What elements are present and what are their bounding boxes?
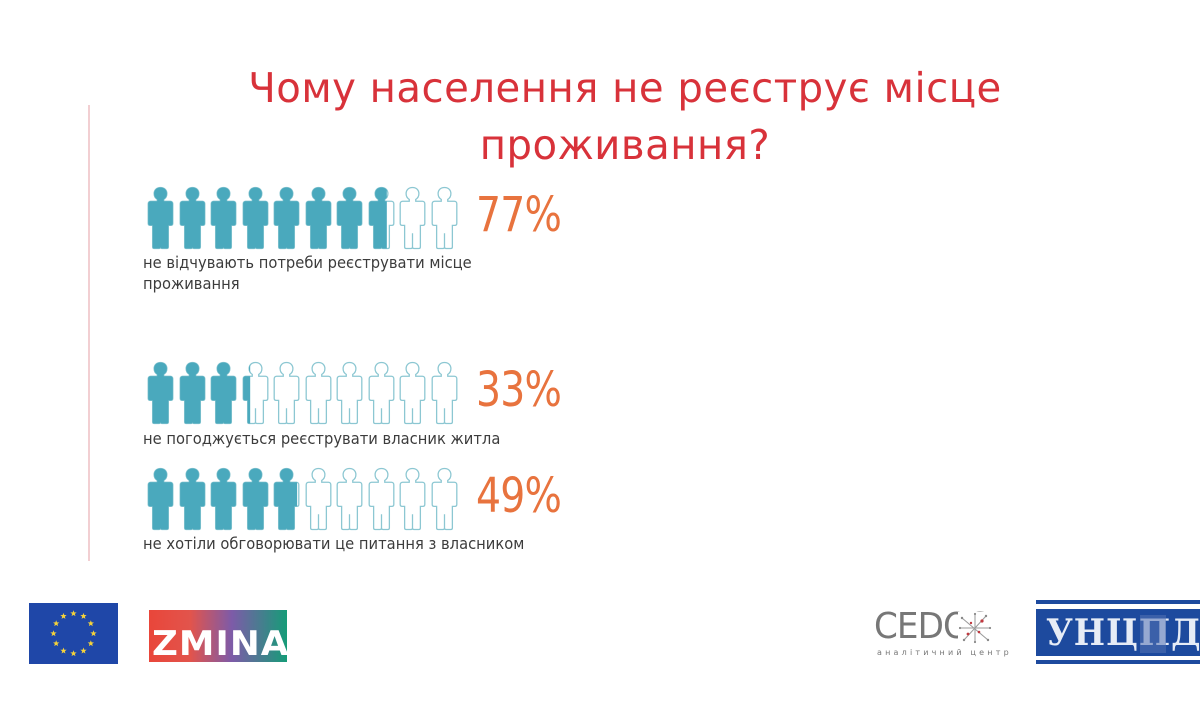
uncd-stripe-bottom: [1036, 660, 1200, 664]
title-line-2: проживання?: [479, 121, 771, 169]
uncd-emblem-icon: [1140, 615, 1166, 653]
uncd-box: УНЦПД: [1036, 609, 1200, 656]
person-icon: [368, 361, 395, 425]
pictograph-row: [147, 361, 477, 425]
person-icon: [179, 467, 206, 531]
person-icon: [368, 467, 395, 531]
stat-label: не хотіли обговорювати це питання з влас…: [143, 533, 524, 554]
divider-line: [88, 105, 90, 561]
person-icon: [242, 186, 269, 250]
person-icon: [210, 361, 237, 425]
person-icon: [273, 186, 300, 250]
cedos-network-icon: [958, 612, 992, 644]
person-icon: [147, 186, 174, 250]
person-icon: [399, 467, 426, 531]
person-icon: [273, 361, 300, 425]
percent-value: 77%: [476, 187, 562, 243]
zmina-logo: ZMINA: [149, 610, 287, 662]
uncd-stripe-top: [1036, 600, 1200, 604]
pictograph-row: [147, 186, 477, 250]
person-icon: [179, 186, 206, 250]
person-icon: [336, 467, 363, 531]
eu-stars-icon: [50, 610, 97, 657]
stat-label: не погоджується реєструвати власник житл…: [143, 428, 500, 449]
stat-label: не відчувають потреби реєструвати місце …: [143, 252, 472, 294]
person-icon: [179, 361, 206, 425]
percent-value: 49%: [476, 468, 562, 524]
slide-title: Чому населення не реєструє місце прожива…: [160, 60, 1091, 174]
cedos-subtitle: аналітичний центр: [877, 648, 1012, 657]
person-icon: [431, 361, 458, 425]
eu-flag-logo: [29, 603, 118, 664]
stat-label-line-2: проживання: [143, 274, 240, 293]
person-icon: [336, 361, 363, 425]
person-icon: [273, 467, 300, 531]
person-icon: [431, 186, 458, 250]
percent-value: 33%: [476, 362, 562, 418]
uncd-logo-text: УНЦПД: [1046, 612, 1200, 654]
person-icon: [210, 467, 237, 531]
person-icon: [242, 467, 269, 531]
uncd-logo: УНЦПД: [1036, 600, 1200, 664]
person-icon: [210, 186, 237, 250]
person-icon: [399, 361, 426, 425]
stat-label-line-1: не погоджується реєструвати власник житл…: [143, 429, 501, 448]
person-icon: [147, 361, 174, 425]
person-icon: [368, 186, 395, 250]
person-icon: [242, 361, 269, 425]
person-icon: [147, 467, 174, 531]
person-icon: [336, 186, 363, 250]
person-icon: [305, 467, 332, 531]
stat-label-line-1: не хотіли обговорювати це питання з влас…: [143, 534, 525, 553]
cedos-logo: CEDOS аналітичний центр: [874, 606, 1014, 661]
stat-label-line-1: не відчувають потреби реєструвати місце: [143, 253, 472, 272]
zmina-logo-text: ZMINA: [152, 624, 287, 662]
title-line-1: Чому населення не реєструє місце: [248, 64, 1002, 112]
person-icon: [399, 186, 426, 250]
pictograph-row: [147, 467, 477, 531]
person-icon: [305, 361, 332, 425]
person-icon: [305, 186, 332, 250]
person-icon: [431, 467, 458, 531]
